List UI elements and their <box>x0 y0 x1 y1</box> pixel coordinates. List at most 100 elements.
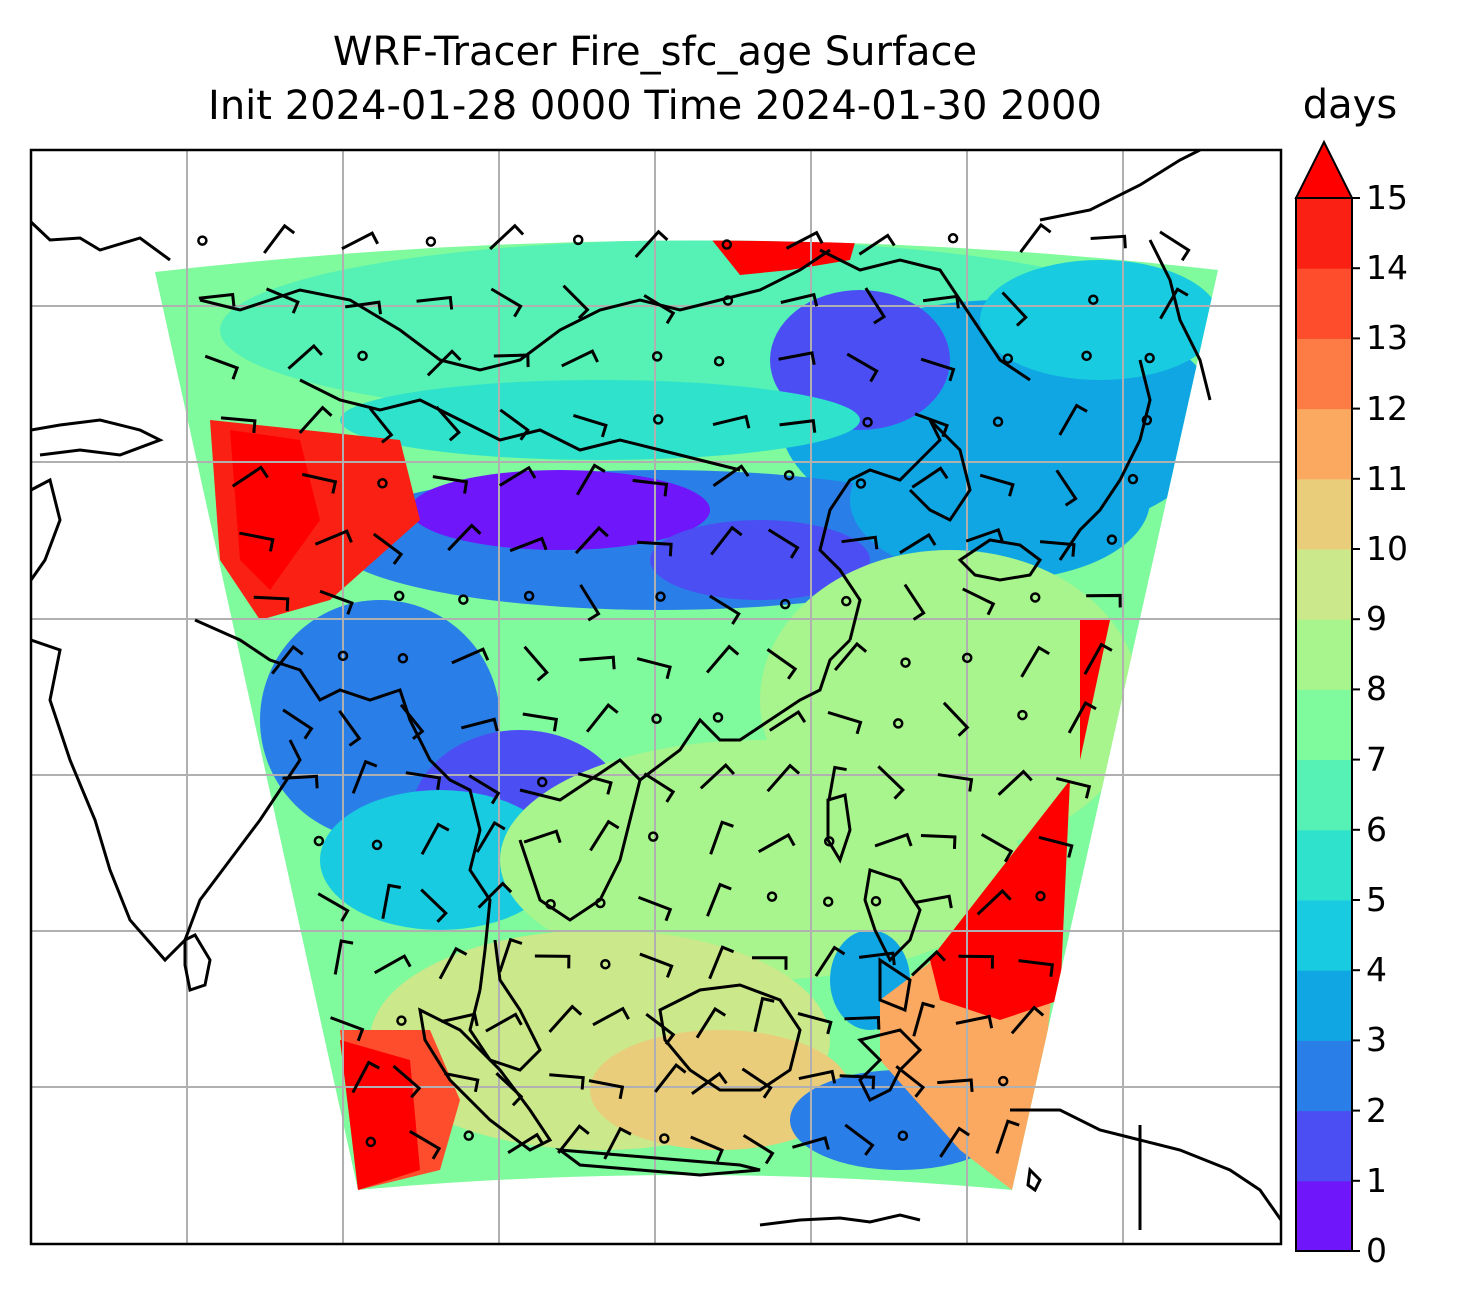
wind-barb <box>634 229 669 258</box>
wind-barb <box>1018 959 1055 977</box>
tracer-field <box>155 240 1218 1190</box>
wind-barb <box>1010 1005 1045 1035</box>
wind-barb <box>298 405 333 434</box>
colorbar-tick-label: 13 <box>1366 318 1408 358</box>
wind-barb <box>399 703 425 740</box>
calm-wind-marker <box>862 416 873 428</box>
wind-barb <box>846 352 879 383</box>
wind-barb <box>741 1067 773 1099</box>
wind-barb <box>937 773 974 792</box>
wind-barb <box>874 832 913 848</box>
wind-barb <box>231 465 269 488</box>
wind-barb <box>341 231 379 250</box>
wind-barb <box>499 465 537 487</box>
wind-barb <box>1055 776 1092 799</box>
wind-barb <box>1020 645 1050 678</box>
colorbar-tick-label: 2 <box>1366 1090 1387 1130</box>
wind-barb <box>752 956 788 970</box>
calm-wind-marker <box>659 1133 670 1144</box>
wind-barb <box>955 1014 994 1029</box>
wind-barb <box>507 1132 545 1155</box>
wind-barb <box>253 595 290 611</box>
wind-barb <box>643 772 676 803</box>
wind-barb <box>579 584 601 622</box>
calm-wind-marker <box>992 416 1004 428</box>
wind-barb <box>405 771 442 790</box>
wind-barb <box>1086 593 1122 608</box>
wind-barb <box>392 1064 422 1099</box>
wind-barb <box>709 594 741 625</box>
calm-wind-marker <box>1029 592 1041 603</box>
wind-barb <box>1067 701 1097 734</box>
wind-barb <box>263 223 296 254</box>
wind-barb <box>779 419 817 433</box>
wind-barb <box>780 292 819 307</box>
wind-barb <box>710 525 743 556</box>
wind-barb <box>409 1129 442 1160</box>
calm-wind-marker <box>651 351 663 362</box>
wind-barb <box>490 287 523 318</box>
wind-barb <box>345 300 383 315</box>
map-gridlines <box>31 150 1281 1244</box>
calm-wind-marker <box>365 1136 377 1148</box>
wind-barb <box>493 353 530 368</box>
calm-wind-marker <box>779 598 791 610</box>
wind-barb <box>920 834 957 849</box>
wind-barb <box>920 357 956 382</box>
colorbar-segment <box>1296 900 1352 971</box>
wind-barb <box>709 820 734 855</box>
wind-barb <box>839 1074 876 1090</box>
colorbar-tick-label: 11 <box>1366 458 1408 498</box>
calm-wind-marker <box>900 657 911 668</box>
calm-wind-marker <box>822 896 834 907</box>
wind-barb <box>895 1065 926 1098</box>
calm-wind-marker <box>870 895 882 907</box>
colorbar-units-label: days <box>1302 82 1398 128</box>
wind-barb <box>198 292 236 307</box>
wind-barb <box>753 996 775 1033</box>
wind-barb <box>489 223 525 251</box>
colorbar-tick-label: 8 <box>1366 669 1387 709</box>
colorbar-segment <box>1296 338 1352 410</box>
calm-wind-marker <box>313 835 325 847</box>
colorbar-segment <box>1296 268 1352 339</box>
colorbar-segment <box>1296 478 1352 550</box>
wind-barb <box>338 709 362 747</box>
wind-barb <box>632 478 669 497</box>
wind-barb <box>495 1072 524 1107</box>
calm-wind-marker <box>371 839 383 851</box>
calm-wind-marker <box>357 350 368 362</box>
colorbar-segment <box>1296 970 1352 1041</box>
colorbar-tick-label: 4 <box>1366 950 1387 990</box>
wind-barb <box>778 351 816 365</box>
calm-wind-marker <box>545 898 556 910</box>
wind-barb <box>858 233 896 256</box>
wind-barb <box>1039 540 1076 557</box>
wind-barb <box>712 464 750 488</box>
calm-wind-marker <box>595 897 606 909</box>
wind-barb <box>785 230 824 250</box>
calm-wind-marker <box>1141 414 1153 426</box>
calm-wind-marker <box>823 836 835 847</box>
wind-barb <box>766 763 801 793</box>
wind-barb <box>706 882 732 917</box>
wind-barb <box>373 954 412 975</box>
calm-wind-marker <box>600 958 611 970</box>
wind-barb <box>548 1004 583 1033</box>
wind-barb <box>271 644 304 675</box>
wind-barb <box>588 1079 625 1100</box>
calm-wind-marker <box>713 355 725 367</box>
wind-barb <box>333 939 354 975</box>
calm-wind-marker <box>463 1130 474 1141</box>
wind-barb <box>844 1015 881 1030</box>
colorbar-extend-arrow <box>1294 139 1354 199</box>
colorbar-frame <box>1295 197 1353 1252</box>
colorbar-tick-label: 5 <box>1366 880 1387 919</box>
wind-barb <box>592 1006 630 1027</box>
wind-barb <box>301 472 338 494</box>
wind-barb <box>903 583 926 621</box>
calm-wind-marker <box>197 235 208 246</box>
wind-barb <box>557 1124 590 1154</box>
wind-barb <box>574 525 609 555</box>
wind-barb <box>814 945 846 977</box>
